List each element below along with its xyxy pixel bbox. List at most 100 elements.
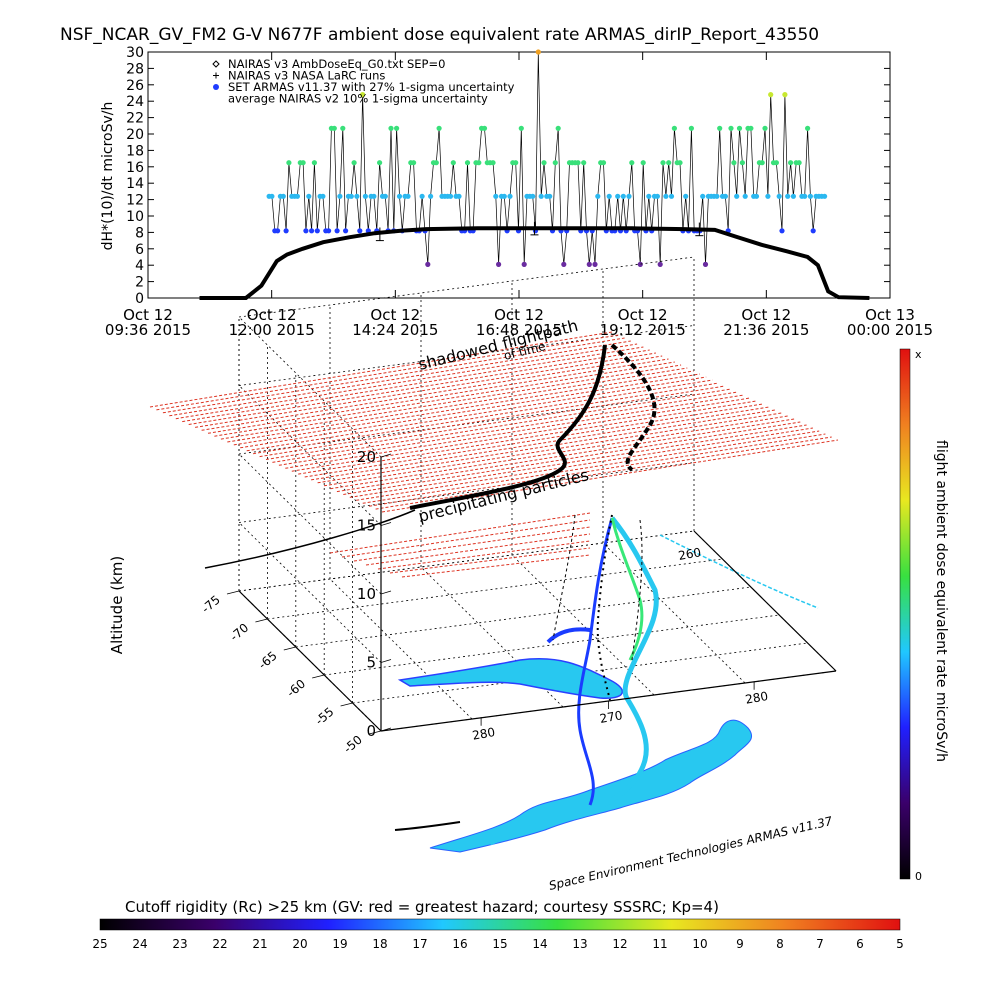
lon-tick-label: 260 bbox=[677, 545, 702, 563]
armas-point bbox=[518, 125, 524, 131]
shadow-plane-line bbox=[240, 373, 700, 449]
shadow-plane-line bbox=[265, 385, 726, 460]
shadow-plane-line bbox=[207, 358, 669, 434]
armas-point bbox=[433, 160, 439, 166]
shadow-plane-line bbox=[311, 406, 769, 481]
nairas-average-line bbox=[199, 226, 870, 300]
armas-point bbox=[688, 125, 695, 131]
flight-track-colored bbox=[489, 516, 659, 846]
armas-point bbox=[450, 160, 456, 166]
armas-point bbox=[785, 193, 791, 199]
side-wall-grid-line bbox=[238, 522, 382, 663]
armas-point bbox=[476, 160, 482, 166]
rigidity-tick-label: 21 bbox=[252, 937, 267, 951]
armas-point bbox=[411, 160, 417, 166]
rigidity-tick-label: 16 bbox=[452, 937, 467, 951]
rigidity-tick-label: 5 bbox=[896, 937, 904, 951]
armas-point bbox=[300, 160, 306, 166]
y-tick-label: 24 bbox=[126, 94, 144, 110]
armas-point bbox=[663, 193, 669, 199]
y-tick-label: 0 bbox=[135, 291, 144, 307]
latitude-axis bbox=[238, 590, 382, 732]
armas-point bbox=[666, 160, 672, 166]
armas-point bbox=[748, 125, 754, 131]
flight-track-dropline bbox=[552, 514, 576, 641]
lon-tick-label: 270 bbox=[599, 708, 624, 726]
armas-point bbox=[595, 193, 601, 199]
rigidity-region-south bbox=[429, 719, 753, 853]
armas-point bbox=[734, 193, 740, 199]
shadow-plane-line bbox=[188, 349, 650, 425]
armas-point bbox=[654, 193, 661, 199]
x-tick-label-date: Oct 12 bbox=[123, 306, 173, 324]
armas-point bbox=[513, 160, 519, 166]
armas-point bbox=[765, 193, 771, 199]
shadow-plane-line bbox=[356, 427, 813, 501]
z-tick-mark bbox=[380, 590, 392, 595]
flight-track-colored-3 bbox=[610, 517, 644, 661]
shadow-plane-line bbox=[369, 433, 826, 507]
lat-tick-label: -65 bbox=[256, 649, 280, 672]
shadow-plane-line bbox=[323, 412, 782, 487]
shadow-plane-line bbox=[349, 424, 807, 498]
armas-point bbox=[340, 125, 346, 131]
armas-point bbox=[714, 193, 720, 199]
lat-tick-label: -70 bbox=[227, 621, 251, 644]
armas-point bbox=[626, 193, 632, 199]
armas-point bbox=[552, 160, 558, 166]
armas-point bbox=[269, 193, 275, 199]
side-wall-grid-line bbox=[238, 453, 382, 595]
armas-point bbox=[620, 193, 626, 199]
rigidity-tick-label: 8 bbox=[776, 937, 784, 951]
armas-point bbox=[739, 160, 746, 166]
lat-tick-label: -60 bbox=[284, 677, 308, 700]
shadow-plane-line-lower bbox=[365, 533, 591, 566]
shadowed-flightpath-tail bbox=[204, 509, 416, 569]
floor-grid-line bbox=[295, 586, 751, 648]
armas-point bbox=[428, 193, 434, 199]
legend-plus-marker bbox=[213, 72, 219, 79]
rigidity-tick-label: 25 bbox=[92, 937, 107, 951]
back-wall-grid-line bbox=[238, 325, 695, 386]
floor-grid-line bbox=[267, 558, 723, 620]
rigidity-colorbar-title: Cutoff rigidity (Rc) >25 km (GV: red = g… bbox=[125, 898, 719, 916]
shadow-plane-line bbox=[272, 388, 732, 463]
armas-point bbox=[807, 193, 814, 199]
shadow-plane-line-lower bbox=[389, 547, 591, 574]
x-tick-label-date: Oct 12 bbox=[618, 306, 668, 324]
rigidity-tick-label: 23 bbox=[172, 937, 187, 951]
shadow-plane-line bbox=[201, 355, 663, 431]
rigidity-tick-label: 22 bbox=[212, 937, 227, 951]
armas-point bbox=[283, 228, 289, 234]
armas-point bbox=[677, 160, 683, 166]
armas-point bbox=[657, 261, 663, 267]
shadow-plane-line-lower bbox=[329, 512, 591, 554]
lon-tick-label: 280 bbox=[744, 689, 769, 707]
armas-point bbox=[683, 193, 689, 199]
back-wall-grid-line bbox=[238, 393, 695, 455]
armas-point bbox=[275, 228, 281, 234]
armas-point bbox=[481, 125, 488, 131]
armas-point bbox=[303, 228, 309, 234]
lat-tick-mark bbox=[312, 674, 325, 679]
y-tick-label: 14 bbox=[126, 176, 144, 192]
armas-point bbox=[779, 228, 785, 234]
shadow-plane-line bbox=[317, 409, 776, 484]
flight-track-dropline-3 bbox=[631, 519, 643, 661]
armas-point bbox=[348, 193, 354, 199]
legend-entry: average NAIRAS v2 10% 1-sigma uncertaint… bbox=[228, 92, 488, 106]
lat-tick-mark bbox=[340, 702, 353, 707]
y-tick-label: 2 bbox=[135, 275, 144, 291]
legend-entry: NAIRAS v3 AmbDoseEq_G0.txt SEP=0 bbox=[228, 57, 445, 71]
floor-edge bbox=[693, 530, 837, 672]
armas-point bbox=[337, 193, 343, 199]
rigidity-tick-label: 19 bbox=[332, 937, 347, 951]
x-tick-label-date: Oct 12 bbox=[494, 306, 544, 324]
shadow-plane-line bbox=[162, 337, 625, 414]
rigidity-tick-label: 24 bbox=[132, 937, 147, 951]
armas-point bbox=[728, 125, 734, 131]
armas-point bbox=[521, 261, 527, 267]
armas-point bbox=[354, 193, 360, 199]
armas-point bbox=[640, 160, 646, 166]
